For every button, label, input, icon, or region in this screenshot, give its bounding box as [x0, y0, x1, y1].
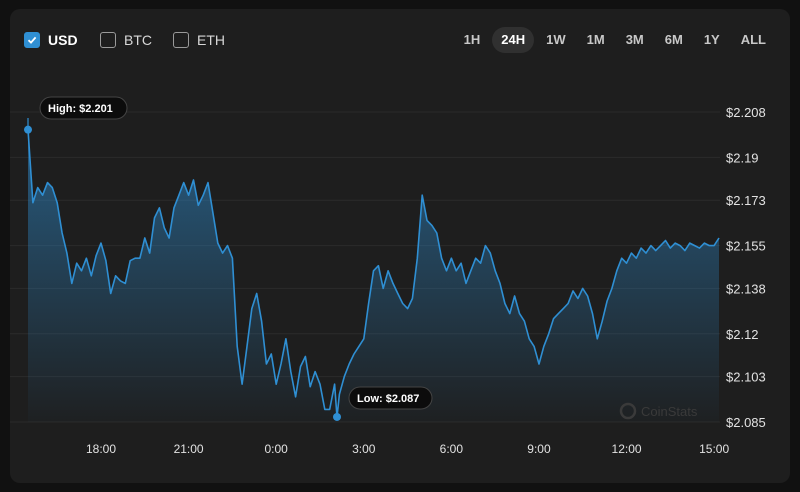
- checkbox-box: [24, 32, 40, 48]
- range-1w-tab[interactable]: 1W: [546, 32, 566, 47]
- y-tick-label: $2.12: [726, 327, 759, 342]
- x-tick-label: 0:00: [264, 442, 288, 456]
- checkbox-box: [100, 32, 116, 48]
- currency-eth-checkbox[interactable]: ETH: [173, 31, 225, 49]
- low-label-box: [348, 386, 433, 410]
- range-24h-tab[interactable]: 24H: [492, 27, 535, 53]
- currency-label: BTC: [124, 32, 152, 48]
- low-callout: Low: $2.087: [333, 386, 433, 421]
- range-1h-tab[interactable]: 1H: [463, 32, 481, 47]
- range-all-tab[interactable]: ALL: [740, 32, 766, 47]
- price-chart-card: USD BTC ETH 1H 24H 1W 1M 3M 6M 1Y ALL: [10, 9, 790, 483]
- y-axis: $2.208 $2.19 $2.173 $2.155 $2.138 $2.12 $2.103…: [726, 105, 766, 430]
- x-tick-label: 21:00: [174, 442, 204, 456]
- y-tick-label: $2.085: [726, 415, 766, 430]
- high-callout: High: $2.201: [24, 96, 128, 134]
- y-tick-label: $2.208: [726, 105, 766, 120]
- time-range-tabs: 1H 24H 1W 1M 3M 6M 1Y ALL: [452, 27, 775, 53]
- range-1m-tab[interactable]: 1M: [586, 32, 605, 47]
- coinstats-logo-icon: [619, 402, 637, 420]
- range-1y-tab[interactable]: 1Y: [703, 32, 720, 47]
- x-tick-label: 18:00: [86, 442, 116, 456]
- y-tick-label: $2.19: [726, 150, 759, 165]
- range-3m-tab[interactable]: 3M: [625, 32, 644, 47]
- chart-toolbar: USD BTC ETH 1H 24H 1W 1M 3M 6M 1Y ALL: [10, 9, 790, 67]
- price-chart[interactable]: $2.208 $2.19 $2.173 $2.155 $2.138 $2.12 $2.103…: [10, 9, 790, 483]
- checkbox-box: [173, 32, 189, 48]
- check-icon: [27, 36, 37, 44]
- price-line: [27, 129, 720, 418]
- currency-label: ETH: [197, 32, 225, 48]
- high-label: High: $2.201: [48, 103, 113, 115]
- y-tick-label: $2.155: [726, 239, 766, 254]
- high-label-box: [39, 96, 128, 120]
- y-tick-label: $2.138: [726, 281, 766, 296]
- x-tick-label: 9:00: [527, 442, 551, 456]
- range-6m-tab[interactable]: 6M: [664, 32, 683, 47]
- watermark-text: CoinStats: [641, 404, 698, 419]
- currency-btc-checkbox[interactable]: BTC: [100, 31, 152, 49]
- x-tick-label: 15:00: [699, 442, 729, 456]
- currency-usd-checkbox[interactable]: USD: [24, 31, 78, 49]
- x-tick-label: 6:00: [440, 442, 464, 456]
- x-tick-label: 12:00: [612, 442, 642, 456]
- high-marker: [24, 125, 32, 134]
- x-tick-label: 3:00: [352, 442, 376, 456]
- low-label: Low: $2.087: [357, 393, 419, 405]
- low-marker: [333, 412, 342, 421]
- x-axis: 18:00 21:00 0:00 3:00 6:00 9:00 12:00 15:00: [86, 442, 729, 456]
- y-tick-label: $2.103: [726, 370, 766, 385]
- watermark: CoinStats: [619, 402, 698, 420]
- y-tick-label: $2.173: [726, 193, 766, 208]
- currency-label: USD: [48, 32, 78, 48]
